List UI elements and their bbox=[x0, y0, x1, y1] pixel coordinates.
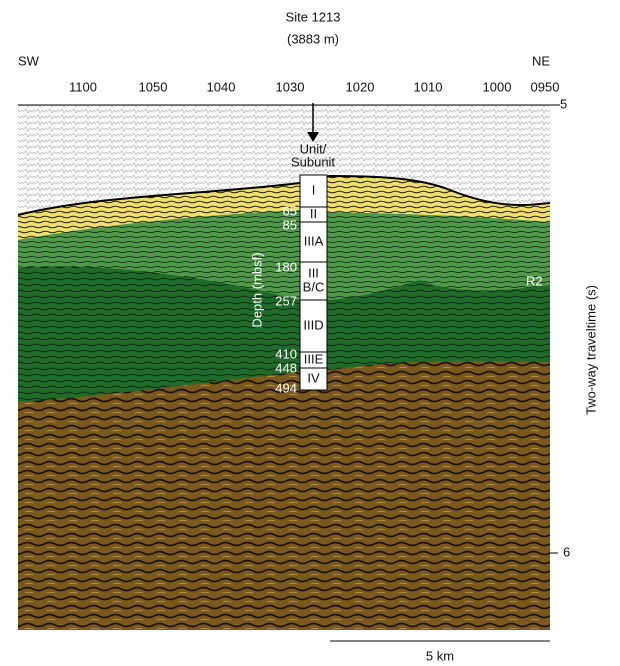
shotpoint-label: 1040 bbox=[207, 79, 236, 94]
shotpoint-label: 0950 bbox=[531, 79, 560, 94]
depth-label: 85 bbox=[283, 217, 297, 232]
time-axis-label: Two-way traveltime (s) bbox=[583, 285, 598, 415]
depth-label: 65 bbox=[283, 203, 297, 218]
time-tick: 5 bbox=[560, 96, 567, 111]
reflector-label: R2 bbox=[526, 273, 543, 288]
shotpoint-label: 1020 bbox=[346, 79, 375, 94]
time-tick: 6 bbox=[563, 544, 570, 559]
depth-label: 448 bbox=[275, 360, 297, 375]
seismic-section bbox=[17, 105, 551, 630]
column-heading: Subunit bbox=[291, 154, 335, 169]
unit-label: IIIE bbox=[304, 351, 324, 366]
direction: NE bbox=[532, 53, 550, 68]
subtitle: (3883 m) bbox=[287, 31, 339, 46]
depth-label: 257 bbox=[275, 293, 297, 308]
depth-label: 410 bbox=[275, 346, 297, 361]
shotpoint-label: 1050 bbox=[139, 79, 168, 94]
scale-bar-label: 5 km bbox=[426, 648, 454, 663]
unit-label: IIIA bbox=[304, 233, 324, 248]
unit-label: IV bbox=[307, 370, 320, 385]
direction: SW bbox=[18, 53, 40, 68]
shotpoint-label: 1010 bbox=[414, 79, 443, 94]
unit-label: II bbox=[310, 206, 317, 221]
shotpoint-label: 1100 bbox=[69, 79, 97, 94]
unit-label: B/C bbox=[303, 279, 325, 294]
title: Site 1213 bbox=[286, 9, 341, 24]
core-column bbox=[299, 103, 328, 391]
shotpoint-label: 1000 bbox=[483, 79, 512, 94]
depth-label: 180 bbox=[275, 259, 297, 274]
depth-label: 494 bbox=[275, 380, 297, 395]
depth-label: Depth (mbsf) bbox=[249, 252, 264, 327]
column-heading: Unit/ bbox=[300, 141, 327, 156]
unit-label: IIID bbox=[303, 317, 323, 332]
shotpoint-label: 1030 bbox=[276, 79, 305, 94]
unit-label: I bbox=[312, 182, 316, 197]
unit-label: III bbox=[308, 265, 319, 280]
